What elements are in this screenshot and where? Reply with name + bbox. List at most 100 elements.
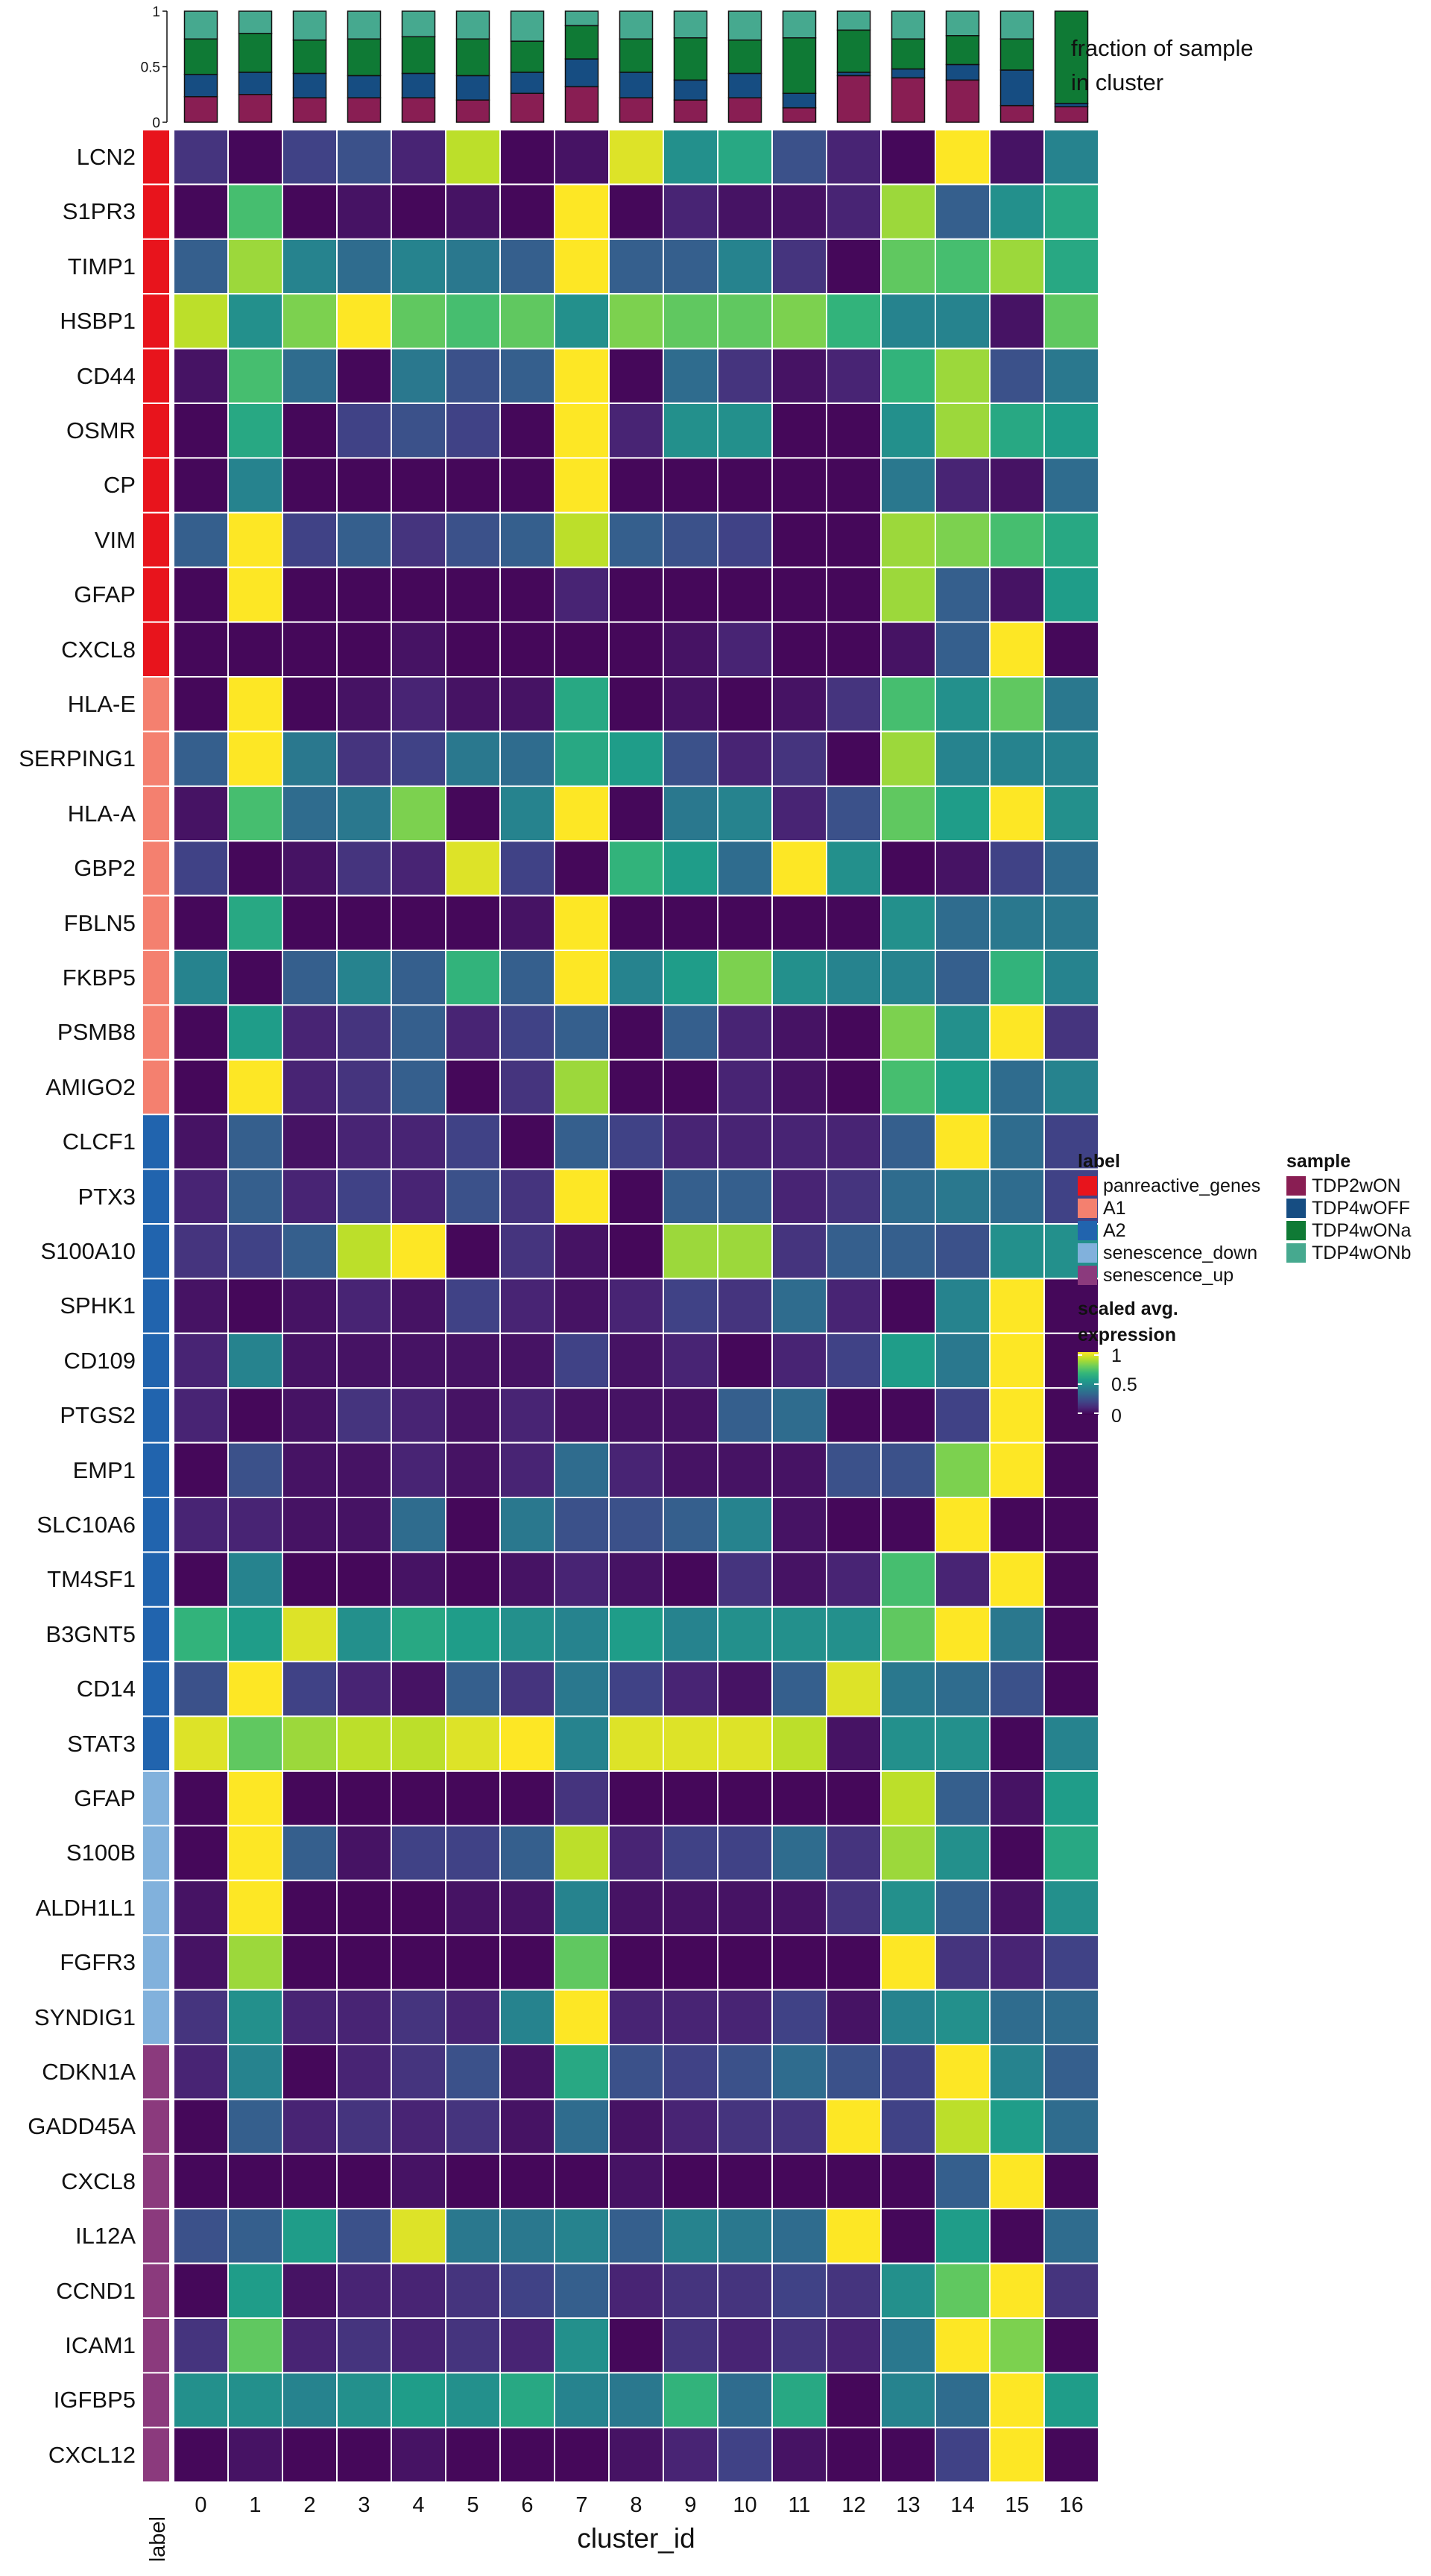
heatmap-cell xyxy=(499,457,555,514)
heatmap-cell xyxy=(663,457,718,514)
heatmap-cell xyxy=(336,1825,392,1881)
heatmap-cell xyxy=(336,1004,392,1061)
heatmap-cell xyxy=(717,1934,773,1991)
heatmap-cell xyxy=(554,511,610,569)
heatmap-cell xyxy=(826,1879,882,1936)
heatmap-cell xyxy=(717,1879,773,1936)
top-bar-segment xyxy=(564,25,599,60)
heatmap-cell xyxy=(391,293,446,350)
heatmap-cell xyxy=(445,1825,501,1881)
gene-label: STAT3 xyxy=(67,1730,136,1757)
heatmap-cell xyxy=(1043,2153,1099,2210)
heatmap-cell xyxy=(336,129,392,186)
heatmap-cell xyxy=(391,347,446,405)
heatmap-cell xyxy=(1043,1606,1099,1663)
heatmap-cell xyxy=(173,2317,229,2374)
top-bar-segment xyxy=(510,40,545,73)
heatmap-cell xyxy=(826,1497,882,1553)
heatmap-cell xyxy=(989,1879,1045,1936)
gene-label: SYNDIG1 xyxy=(34,2004,136,2030)
label-strip-cell xyxy=(142,2317,171,2374)
heatmap-cell xyxy=(935,1715,991,1772)
heatmap-cell xyxy=(771,2208,827,2264)
heatmap-cell xyxy=(554,457,610,514)
label-strip-cell xyxy=(142,1715,171,1772)
heatmap-cell xyxy=(880,676,936,733)
heatmap-cell xyxy=(445,840,501,897)
heatmap-cell xyxy=(880,1278,936,1334)
top-bar-segment xyxy=(347,97,382,123)
heatmap-cell xyxy=(445,2044,501,2100)
gene-label: TM4SF1 xyxy=(47,1566,136,1593)
gene-label: CXCL8 xyxy=(61,2168,136,2194)
heatmap-cell xyxy=(391,2426,446,2484)
gene-label: ALDH1L1 xyxy=(35,1894,136,1921)
heatmap-cell xyxy=(554,2317,610,2374)
heatmap-cell xyxy=(717,1661,773,1717)
heatmap-cell xyxy=(663,2262,718,2320)
cluster-tick-label: 6 xyxy=(521,2493,533,2517)
heatmap-cell xyxy=(173,1004,229,1061)
heatmap-cell xyxy=(391,1004,446,1061)
label-strip-cell xyxy=(142,238,171,295)
heatmap-cell xyxy=(554,2426,610,2484)
heatmap-cell xyxy=(173,1278,229,1334)
cluster-tick-label: 10 xyxy=(733,2493,756,2517)
heatmap-cell xyxy=(391,1715,446,1772)
heatmap-cell xyxy=(826,621,882,678)
heatmap-cell xyxy=(880,785,936,842)
label-strip-cell xyxy=(142,1114,171,1170)
heatmap-cell xyxy=(227,1770,283,1827)
heatmap-cell xyxy=(173,894,229,951)
label-strip-cell xyxy=(142,1661,171,1717)
top-bar-segment xyxy=(292,10,327,41)
heatmap-cell xyxy=(173,566,229,623)
heatmap-cell xyxy=(554,293,610,350)
heatmap-cell xyxy=(227,293,283,350)
top-bar-segment xyxy=(999,69,1034,107)
heatmap-cell xyxy=(336,621,392,678)
heatmap-cell xyxy=(771,1551,827,1608)
heatmap-cell xyxy=(826,1661,882,1717)
gene-label: CDKN1A xyxy=(42,2059,136,2085)
gene-label: CLCF1 xyxy=(62,1128,136,1155)
heatmap-cell xyxy=(336,2208,392,2264)
top-bar-segment xyxy=(347,75,382,98)
heatmap-cell xyxy=(336,1168,392,1225)
gene-label: PTGS2 xyxy=(60,1402,136,1429)
top-bar-segment xyxy=(401,10,436,38)
heatmap-cell xyxy=(391,730,446,787)
gene-label: CD109 xyxy=(63,1347,136,1374)
heatmap-cell xyxy=(771,840,827,897)
heatmap-cell xyxy=(445,511,501,569)
heatmap-cell xyxy=(771,1168,827,1225)
heatmap-cell xyxy=(391,238,446,295)
heatmap-cell xyxy=(608,621,664,678)
heatmap-cell xyxy=(717,2153,773,2210)
label-strip-cell xyxy=(142,676,171,733)
heatmap-cell xyxy=(989,566,1045,623)
heatmap-cell xyxy=(935,950,991,1006)
heatmap-cell xyxy=(771,511,827,569)
heatmap-cell xyxy=(989,1770,1045,1827)
heatmap-cell xyxy=(391,1168,446,1225)
heatmap-cell xyxy=(717,1551,773,1608)
heatmap-cell xyxy=(608,1825,664,1881)
heatmap-cell xyxy=(173,238,229,295)
heatmap-cell xyxy=(554,347,610,405)
heatmap-cell xyxy=(935,1825,991,1881)
heatmap-cell xyxy=(282,1387,338,1444)
gene-label: EMP1 xyxy=(72,1456,136,1483)
heatmap-cell xyxy=(826,730,882,787)
heatmap-cell xyxy=(554,1332,610,1389)
heatmap-cell xyxy=(717,238,773,295)
heatmap-cell xyxy=(391,1114,446,1170)
heatmap-cell xyxy=(173,2208,229,2264)
gene-label: CD14 xyxy=(76,1676,136,1702)
top-bar-segment xyxy=(619,38,654,73)
gene-label: FBLN5 xyxy=(63,909,136,936)
heatmap-cell xyxy=(1043,1715,1099,1772)
heatmap-cell xyxy=(391,402,446,459)
heatmap-cell xyxy=(771,621,827,678)
heatmap-cell xyxy=(499,1770,555,1827)
